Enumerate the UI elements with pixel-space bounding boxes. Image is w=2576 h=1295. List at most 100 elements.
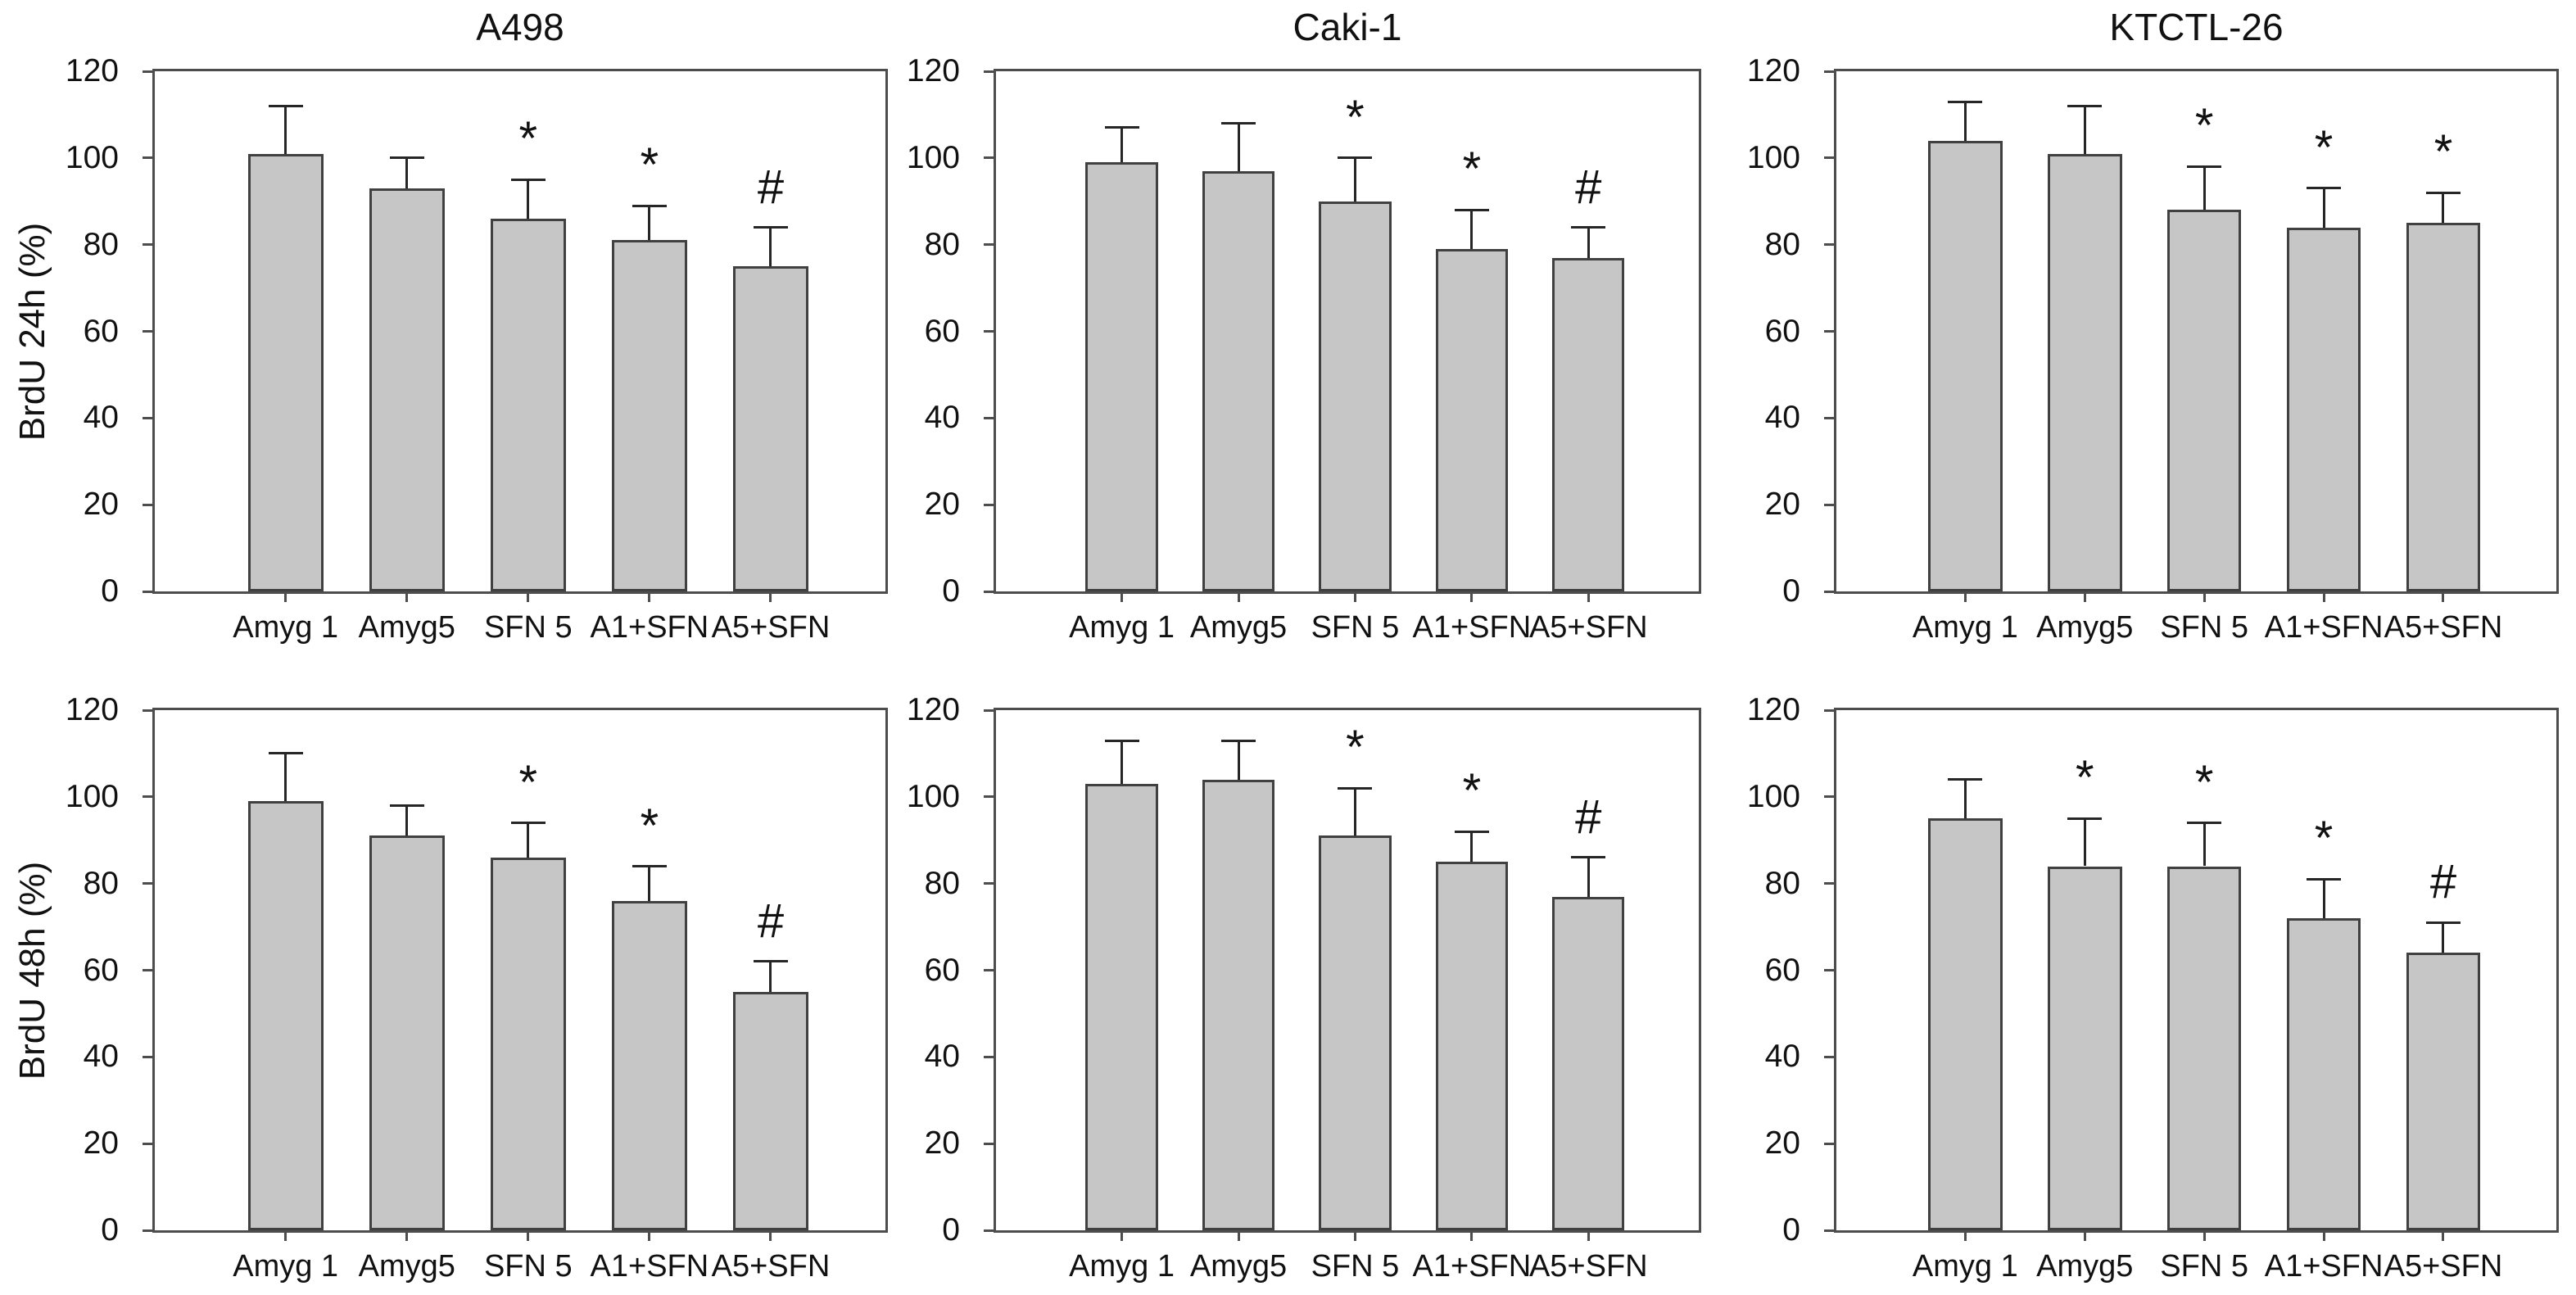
- significance-marker: *: [518, 755, 538, 809]
- y-tick-label: 120: [906, 53, 960, 88]
- significance-marker: #: [2429, 855, 2457, 909]
- error-bar: [1587, 857, 1590, 897]
- y-axis-tick: [143, 1142, 152, 1145]
- y-tick-label: 60: [83, 952, 119, 988]
- bar: [2047, 153, 2122, 591]
- x-tick-label: Amyg 1: [233, 1249, 339, 1284]
- x-tick-label: A1+SFN: [590, 1249, 709, 1284]
- x-axis-tick: [2322, 1233, 2325, 1241]
- significance-marker: *: [2194, 755, 2214, 809]
- chart-panel-caki1-24h: Caki-1 0 20 40 60 80 100 120 Amyg 1 Amyg5 * SFN 5 *…: [885, 0, 1720, 647]
- error-bar: [1587, 227, 1590, 258]
- chart-title: Caki-1: [1293, 6, 1402, 48]
- error-bar-cap: [1571, 856, 1606, 859]
- chart-panel-caki1-48h: 0 20 40 60 80 100 120 Amyg 1 Amyg5 * SFN 5 * A1+SFN #…: [885, 647, 1720, 1295]
- error-bar: [2442, 922, 2445, 953]
- y-tick-label: 20: [83, 487, 119, 523]
- y-tick-label: 40: [924, 400, 960, 436]
- error-bar-cap: [2307, 187, 2342, 190]
- y-axis-tick: [1824, 795, 1834, 799]
- y-tick-label: 60: [83, 313, 119, 349]
- significance-marker: *: [1462, 143, 1482, 197]
- y-axis-tick: [143, 416, 152, 419]
- error-bar-cap: [2307, 877, 2342, 881]
- y-tick-label: 0: [1782, 573, 1800, 609]
- y-tick-label: 120: [65, 692, 119, 727]
- x-axis-tick: [2442, 1233, 2445, 1241]
- y-axis-tick: [1824, 1142, 1834, 1145]
- chart-panel-ktctl26-48h: 0 20 40 60 80 100 120 Amyg 1 * Amyg5 * SFN 5 * A1+SFN…: [1720, 647, 2576, 1295]
- y-tick-label: 100: [65, 778, 119, 814]
- y-tick-label: 120: [1746, 53, 1800, 88]
- y-axis-tick: [143, 330, 152, 333]
- x-axis-tick: [2083, 594, 2086, 602]
- error-bar: [1353, 788, 1356, 836]
- x-tick-label: Amyg5: [2036, 610, 2134, 645]
- error-bar-cap: [268, 752, 303, 755]
- error-bar-cap: [510, 178, 546, 181]
- y-tick-label: 80: [1764, 865, 1800, 901]
- x-tick-label: A5+SFN: [2384, 1249, 2503, 1284]
- error-bar: [2083, 818, 2086, 867]
- bar: [1202, 779, 1275, 1230]
- significance-marker: *: [1346, 90, 1365, 144]
- y-axis-tick: [1824, 882, 1834, 885]
- x-tick-label: SFN 5: [2160, 610, 2248, 645]
- significance-marker: *: [2314, 812, 2334, 866]
- error-bar: [527, 822, 530, 858]
- error-bar-cap: [632, 204, 667, 207]
- y-axis-tick: [1824, 1055, 1834, 1058]
- error-bar-cap: [2067, 104, 2103, 107]
- y-axis-tick: [984, 243, 994, 247]
- y-tick-label: 0: [942, 1212, 960, 1247]
- x-axis-tick: [1120, 1233, 1124, 1241]
- error-bar-cap: [1338, 786, 1373, 790]
- y-axis-tick: [984, 70, 994, 73]
- y-tick-label: 0: [1782, 1212, 1800, 1247]
- y-tick-label: 80: [1764, 226, 1800, 262]
- error-bar-cap: [632, 865, 667, 867]
- x-axis-tick: [2442, 594, 2445, 602]
- error-bar: [2083, 106, 2086, 154]
- y-tick-label: 20: [1764, 487, 1800, 523]
- error-bar: [2322, 188, 2325, 228]
- error-bar-cap: [2425, 191, 2461, 194]
- bar: [247, 153, 324, 591]
- bar: [2047, 866, 2122, 1230]
- y-tick-label: 40: [1764, 1039, 1800, 1075]
- y-axis-tick: [984, 503, 994, 506]
- y-axis-tick: [143, 795, 152, 799]
- y-axis-tick: [1824, 330, 1834, 333]
- bar: [2406, 953, 2481, 1230]
- x-axis-tick: [284, 1233, 287, 1241]
- bar: [1202, 170, 1275, 591]
- y-axis-tick: [1824, 503, 1834, 506]
- x-axis-tick: [405, 1233, 409, 1241]
- bar: [611, 900, 687, 1230]
- y-axis-tick: [143, 590, 152, 593]
- y-tick-label: 100: [906, 139, 960, 175]
- y-axis-tick: [143, 156, 152, 160]
- significance-marker: #: [757, 160, 785, 214]
- bar: [611, 240, 687, 591]
- y-axis-tick: [984, 1229, 994, 1232]
- x-axis-tick: [1963, 594, 1967, 602]
- error-bar-cap: [753, 960, 788, 963]
- bar: [247, 801, 324, 1230]
- y-axis-tick: [143, 1055, 152, 1058]
- y-axis-tick: [984, 1055, 994, 1058]
- y-axis-tick: [984, 416, 994, 419]
- y-tick-label: 0: [942, 573, 960, 609]
- significance-marker: *: [640, 138, 659, 192]
- x-axis-tick: [1353, 1233, 1356, 1241]
- y-tick-label: 0: [101, 1212, 119, 1247]
- significance-marker: *: [2194, 99, 2214, 153]
- x-axis-tick: [1587, 594, 1590, 602]
- significance-marker: #: [1575, 160, 1602, 214]
- y-axis-tick: [143, 969, 152, 971]
- x-tick-label: A1+SFN: [2264, 1249, 2384, 1284]
- bar: [2166, 866, 2242, 1230]
- x-axis-tick: [2203, 594, 2206, 602]
- y-axis-tick: [1824, 156, 1834, 160]
